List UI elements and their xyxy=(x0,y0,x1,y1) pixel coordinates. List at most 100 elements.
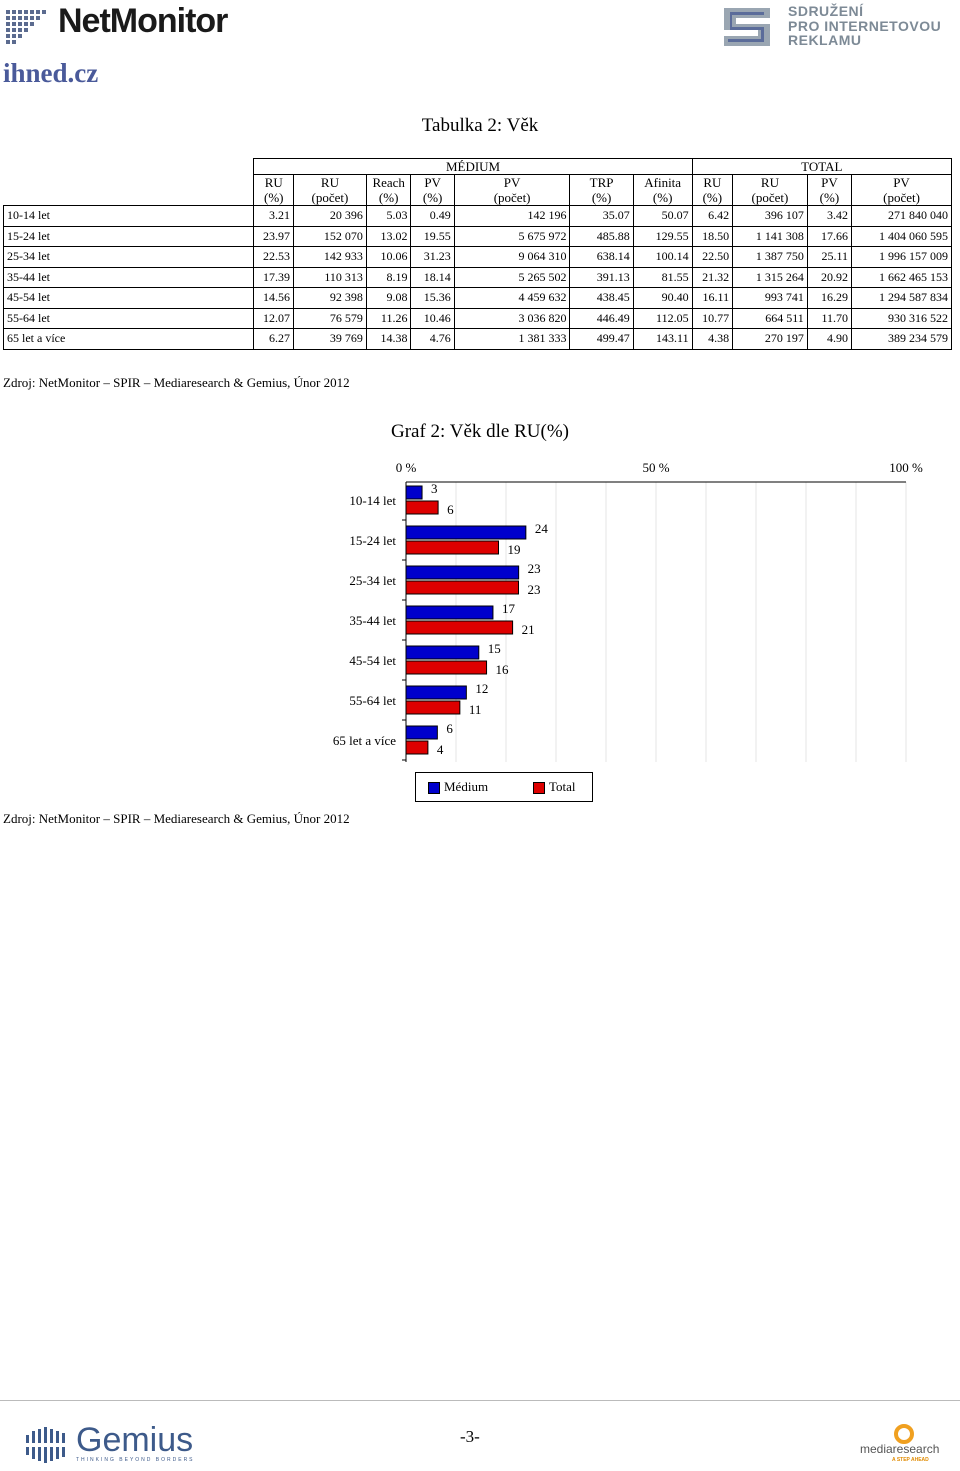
data-label: 23 xyxy=(528,582,541,597)
col-header: RU (počet) xyxy=(293,174,367,206)
table-cell: 993 741 xyxy=(732,287,808,309)
table-cell: 16.11 xyxy=(691,287,734,309)
table-cell: 12.07 xyxy=(253,307,295,329)
col-header: RU (%) xyxy=(253,174,295,206)
table-cell: 5 675 972 xyxy=(453,225,571,247)
legend-label-medium: Médium xyxy=(444,779,489,794)
legend-swatch-medium xyxy=(428,782,440,794)
table-cell: 14.56 xyxy=(253,287,295,309)
table-cell: 18.14 xyxy=(410,266,455,288)
table-cell: 14.38 xyxy=(365,328,412,350)
col-header: RU (počet) xyxy=(732,174,808,206)
category-label: 35-44 let xyxy=(349,613,396,628)
table-cell: 22.53 xyxy=(253,246,295,268)
table-cell: 142 933 xyxy=(293,246,367,268)
col-header: PV (počet) xyxy=(453,174,571,206)
chart-title: Graf 2: Věk dle RU(%) xyxy=(391,421,569,442)
table-cell: 271 840 040 xyxy=(851,205,952,227)
bar-m-dium xyxy=(405,525,527,540)
gemius-logo: Gemius THINKING BEYOND BORDERS xyxy=(22,1421,202,1465)
data-label: 24 xyxy=(535,521,549,536)
table-cell: 485.88 xyxy=(569,225,634,247)
table-cell: 389 234 579 xyxy=(851,328,952,350)
bar-total xyxy=(405,700,461,715)
mediaresearch-tagline: A STEP AHEAD xyxy=(892,1457,929,1463)
table-cell: 6.42 xyxy=(691,205,734,227)
gemius-grid-icon xyxy=(22,1427,72,1463)
table-cell: 4.38 xyxy=(691,328,734,350)
group-total: TOTAL xyxy=(691,158,953,175)
mediaresearch-logo: mediaresearch A STEP AHEAD xyxy=(860,1424,950,1466)
table-cell: 1 294 587 834 xyxy=(851,287,952,309)
table-cell: 4 459 632 xyxy=(453,287,571,309)
data-label: 17 xyxy=(502,601,516,616)
row-label: 55-64 let xyxy=(2,307,255,329)
col-header: Afinita (%) xyxy=(632,174,693,206)
bar-m-dium xyxy=(405,685,467,700)
category-label: 55-64 let xyxy=(349,693,396,708)
category-label: 65 let a více xyxy=(333,733,396,748)
bar-total xyxy=(405,580,519,595)
table-row: 15-24 let 23.97 152 070 13.02 19.55 5 675 972… xyxy=(2,225,952,247)
group-medium: MÉDIUM xyxy=(253,158,693,175)
table-cell: 499.47 xyxy=(569,328,634,350)
table-cell: 92 398 xyxy=(293,287,367,309)
spir-mark-icon xyxy=(724,8,770,46)
table-cell: 446.49 xyxy=(569,307,634,329)
table-cell: 13.02 xyxy=(365,225,412,247)
category-label: 10-14 let xyxy=(349,493,396,508)
data-label: 11 xyxy=(469,702,482,717)
table-cell: 100.14 xyxy=(632,246,693,268)
data-label: 15 xyxy=(488,641,501,656)
table-cell: 35.07 xyxy=(569,205,634,227)
spir-line-3: REKLAMU xyxy=(788,32,862,48)
table-cell: 17.39 xyxy=(253,266,295,288)
table-cell: 90.40 xyxy=(632,287,693,309)
gemius-tagline: THINKING BEYOND BORDERS xyxy=(76,1457,195,1463)
x-tick-label: 50 % xyxy=(642,460,669,475)
table-cell: 3.42 xyxy=(806,205,853,227)
row-label: 45-54 let xyxy=(2,287,255,309)
table-cell: 664 511 xyxy=(732,307,808,329)
table-row: 35-44 let 17.39 110 313 8.19 18.14 5 265 502 3… xyxy=(2,266,952,288)
table-cell: 11.26 xyxy=(365,307,412,329)
bar-total xyxy=(405,500,439,515)
blank-header-2 xyxy=(3,174,255,206)
netmonitor-logo-text: NetMonitor xyxy=(58,2,228,40)
table-cell: 8.19 xyxy=(365,266,412,288)
table-cell: 25.11 xyxy=(806,246,853,268)
table-cell: 112.05 xyxy=(632,307,693,329)
category-label: 15-24 let xyxy=(349,533,396,548)
data-label: 16 xyxy=(496,662,510,677)
legend-label-total: Total xyxy=(549,779,576,794)
table-cell: 19.55 xyxy=(410,225,455,247)
bar-m-dium xyxy=(405,605,494,620)
row-label: 65 let a více xyxy=(2,328,255,350)
table-cell: 11.70 xyxy=(806,307,853,329)
bar-m-dium xyxy=(405,565,520,580)
bar-m-dium xyxy=(405,645,480,660)
table-row: 10-14 let 3.21 20 396 5.03 0.49 142 196 35.07 5… xyxy=(2,205,952,227)
table-cell: 270 197 xyxy=(732,328,808,350)
table-cell: 31.23 xyxy=(410,246,455,268)
table-cell: 152 070 xyxy=(293,225,367,247)
table-cell: 1 315 264 xyxy=(732,266,808,288)
table-cell: 391.13 xyxy=(569,266,634,288)
table-source: Zdroj: NetMonitor – SPIR – Mediaresearch… xyxy=(3,375,350,390)
mediaresearch-ring-icon xyxy=(894,1424,914,1444)
table-cell: 39 769 xyxy=(293,328,367,350)
row-label: 10-14 let xyxy=(2,205,255,227)
table-cell: 110 313 xyxy=(293,266,367,288)
row-label: 35-44 let xyxy=(2,266,255,288)
col-header: PV (%) xyxy=(410,174,455,206)
table-cell: 21.32 xyxy=(691,266,734,288)
table-cell: 6.27 xyxy=(253,328,295,350)
page-number: -3- xyxy=(460,1427,480,1446)
table-cell: 10.77 xyxy=(691,307,734,329)
table-cell: 3.21 xyxy=(253,205,295,227)
col-header: PV (počet) xyxy=(851,174,952,206)
bar-total xyxy=(405,740,429,755)
table-cell: 20.92 xyxy=(806,266,853,288)
site-name: ihned.cz xyxy=(3,58,99,88)
